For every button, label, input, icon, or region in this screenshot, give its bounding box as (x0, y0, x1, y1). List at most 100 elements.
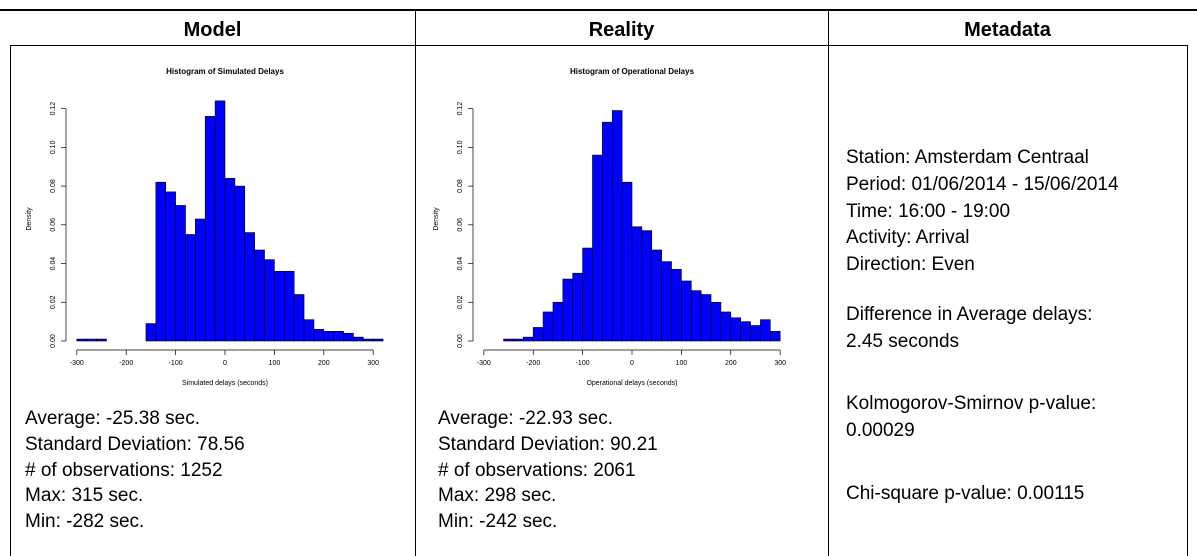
x-tick-label: 200 (318, 360, 330, 367)
bar (155, 181, 167, 342)
y-tick-label: 0.02 (50, 295, 57, 309)
border-left (10, 45, 11, 556)
histogram: Histogram of Operational Delays 0.00 0.02 0… (433, 67, 786, 387)
stat-line: Standard Deviation: 78.56 (25, 433, 245, 455)
bar (254, 249, 265, 342)
x-tick-label: 0 (630, 360, 634, 367)
header-rule (10, 45, 1188, 46)
bar (671, 269, 682, 342)
y-tick-label: 0.04 (457, 257, 464, 271)
bar (204, 116, 216, 342)
bar (76, 338, 87, 342)
bar (760, 319, 771, 342)
y-tick-label: 0.06 (50, 218, 57, 232)
bar (641, 230, 653, 342)
bar (244, 232, 255, 342)
x-tick-label: 0 (223, 360, 227, 367)
metadata-line: Period: 01/06/2014 - 15/06/2014 (846, 173, 1119, 195)
y-tick-label: 0.00 (457, 334, 464, 348)
bar (283, 270, 295, 342)
y-tick-label: 0.02 (457, 295, 464, 309)
x-tick-label: -200 (526, 360, 540, 367)
stat-line: # of observations: 2061 (438, 459, 636, 481)
bar (681, 280, 692, 342)
bar (532, 327, 544, 342)
chart-title: Histogram of Operational Delays (570, 67, 695, 76)
bar (770, 331, 781, 342)
bar (710, 301, 722, 342)
bar (195, 218, 206, 342)
y-tick-label: 0.00 (50, 334, 57, 348)
bar (602, 121, 613, 342)
bar (582, 247, 593, 342)
bar (363, 338, 374, 342)
bar (333, 331, 344, 342)
column-header: Metadata (964, 19, 1051, 41)
bar (86, 338, 97, 342)
metadata-line: Activity: Arrival (846, 227, 970, 249)
bar (513, 338, 524, 342)
x-tick-label: -100 (169, 360, 183, 367)
bar (631, 226, 643, 342)
bar (651, 249, 662, 342)
bar (214, 100, 226, 342)
x-tick-label: -100 (576, 360, 590, 367)
bar (661, 261, 672, 342)
bar (730, 317, 741, 342)
y-tick-label: 0.10 (457, 140, 464, 154)
bar (323, 331, 334, 342)
column-header: Model (183, 19, 242, 41)
stat-line: Min: -282 sec. (25, 511, 145, 533)
bar (274, 270, 285, 342)
x-axis-label: Simulated delays (seconds) (182, 380, 268, 387)
bar (700, 294, 712, 342)
y-tick-label: 0.06 (457, 218, 464, 232)
y-tick-label: 0.12 (457, 102, 464, 116)
bar (313, 329, 325, 342)
x-tick-label: 300 (367, 360, 379, 367)
bar (185, 234, 196, 342)
bar (372, 338, 384, 342)
y-tick-label: 0.10 (50, 140, 57, 154)
x-tick-label: 300 (774, 360, 786, 367)
x-tick-label: -200 (119, 360, 133, 367)
column-header: Reality (588, 19, 655, 41)
bar (145, 323, 157, 342)
histogram: Histogram of Simulated Delays 0.00 0.02 0.0… (26, 67, 384, 387)
bar (303, 319, 315, 342)
bar (750, 325, 761, 342)
metadata-line: Time: 16:00 - 19:00 (846, 200, 1011, 222)
bar (96, 338, 107, 342)
bar (592, 154, 603, 342)
y-tick-label: 0.12 (50, 102, 57, 116)
stat-line: Standard Deviation: 90.21 (438, 433, 658, 455)
x-tick-label: 100 (676, 360, 688, 367)
y-tick-label: 0.08 (457, 179, 464, 193)
metadata-line: Direction: Even (846, 254, 975, 276)
y-axis-label: Density (433, 207, 440, 231)
bar (165, 191, 176, 342)
column-separator (415, 11, 416, 556)
bar (562, 278, 574, 342)
stat-line: Max: 298 sec. (438, 485, 557, 507)
chart-title: Histogram of Simulated Delays (166, 67, 284, 76)
bar (621, 181, 633, 342)
metadata-line: 2.45 seconds (846, 330, 960, 352)
bar (552, 301, 564, 342)
x-tick-label: 200 (725, 360, 737, 367)
bar (293, 294, 305, 342)
metadata-line: 0.00029 (846, 419, 915, 441)
stat-line: # of observations: 1252 (25, 459, 223, 481)
y-axis-label: Density (26, 207, 33, 231)
bar (720, 311, 732, 342)
bar (224, 178, 236, 342)
metadata-line: Station: Amsterdam Centraal (846, 147, 1089, 168)
y-tick-label: 0.08 (50, 179, 57, 193)
stat-line: Max: 315 sec. (25, 485, 144, 507)
bar (503, 338, 514, 342)
bar (264, 259, 275, 342)
stat-line: Min: -242 sec. (438, 511, 558, 533)
bar (234, 185, 246, 342)
x-axis-label: Operational delays (seconds) (586, 380, 677, 387)
